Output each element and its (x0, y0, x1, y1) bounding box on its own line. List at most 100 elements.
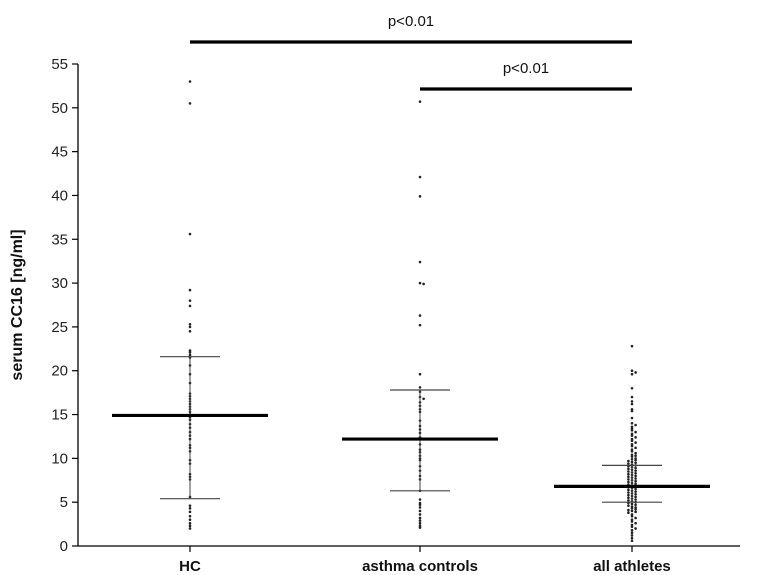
data-point (188, 322, 192, 326)
data-point (630, 444, 634, 448)
category-label: all athletes (593, 558, 671, 575)
data-point (627, 488, 630, 492)
data-point (422, 282, 425, 286)
data-point (634, 516, 637, 520)
data-point (630, 400, 634, 403)
data-point (188, 521, 192, 525)
data-point (627, 491, 630, 494)
data-point (627, 478, 630, 481)
data-point (630, 439, 634, 443)
data-point (630, 369, 634, 373)
significance-layer: p<0.01 p<0.01 (190, 13, 632, 91)
data-point (418, 386, 422, 389)
category-label: HC (179, 558, 201, 575)
data-point (627, 467, 630, 471)
data-point (418, 260, 422, 264)
data-point (630, 372, 634, 376)
data-point (188, 524, 192, 528)
data-point (634, 423, 637, 427)
category-label: asthma controls (362, 558, 478, 575)
data-point (634, 507, 637, 511)
data-point (630, 457, 634, 461)
data-point (634, 492, 637, 496)
data-point (418, 281, 422, 285)
data-point (627, 504, 630, 507)
y-tick-label: 35 (51, 231, 68, 248)
data-point (630, 536, 634, 540)
data-point (634, 482, 637, 486)
data-point (634, 469, 637, 472)
category-labels: HC asthma controls all athletes (179, 546, 671, 575)
data-point (627, 480, 630, 484)
data-point (188, 351, 192, 354)
data-point (627, 508, 630, 512)
data-point (634, 503, 637, 507)
data-point (418, 506, 422, 509)
data-point (634, 474, 637, 478)
data-point (630, 409, 634, 413)
data-point (634, 521, 637, 525)
data-point (627, 472, 630, 476)
data-point (630, 402, 634, 406)
data-point (188, 527, 192, 530)
y-tick-label: 20 (51, 363, 68, 380)
data-point (634, 436, 637, 439)
significance-label: p<0.01 (388, 13, 434, 30)
data-point (188, 504, 192, 507)
data-point (418, 372, 422, 376)
y-tick-label: 40 (51, 187, 68, 204)
data-point (422, 397, 425, 401)
data-point (627, 459, 630, 463)
stats-layer (112, 356, 710, 503)
data-point (418, 100, 422, 103)
data-point (630, 507, 634, 510)
data-point (418, 498, 422, 501)
data-point (630, 422, 634, 425)
data-point (630, 502, 634, 506)
points-layer (188, 80, 637, 543)
data-point (634, 510, 637, 514)
data-point (188, 304, 192, 308)
data-point (634, 487, 637, 491)
data-point (634, 441, 637, 444)
data-point (627, 511, 630, 514)
significance-label: p<0.01 (503, 60, 549, 77)
data-point (188, 288, 192, 292)
data-point (627, 499, 630, 502)
data-point (630, 395, 634, 399)
data-point (634, 461, 637, 465)
data-point (418, 519, 422, 522)
data-point (634, 527, 637, 530)
data-point (634, 498, 637, 501)
data-point (418, 513, 422, 516)
data-point (634, 451, 637, 455)
data-point (188, 510, 192, 514)
data-point (627, 493, 630, 497)
data-point (418, 526, 422, 529)
y-tick-label: 5 (60, 494, 68, 511)
data-point (630, 520, 634, 523)
data-point (630, 386, 634, 390)
data-point (630, 509, 634, 513)
data-point (627, 462, 630, 465)
data-point (188, 232, 192, 236)
y-tick-label: 25 (51, 319, 68, 336)
y-tick-label: 50 (51, 100, 68, 117)
data-point (418, 175, 422, 179)
data-point (630, 534, 634, 537)
data-point (188, 80, 192, 83)
data-point (630, 514, 634, 518)
data-point (630, 531, 634, 535)
data-point (630, 450, 634, 453)
data-point (418, 195, 422, 198)
data-point (630, 539, 634, 543)
y-tick-label: 0 (60, 538, 68, 555)
data-point (634, 471, 637, 475)
data-point (418, 314, 422, 317)
data-point (188, 329, 192, 333)
data-point (630, 460, 634, 464)
data-point (188, 102, 192, 105)
y-axis-title: serum CC16 [ng/ml] (9, 229, 26, 380)
data-point (418, 521, 422, 525)
